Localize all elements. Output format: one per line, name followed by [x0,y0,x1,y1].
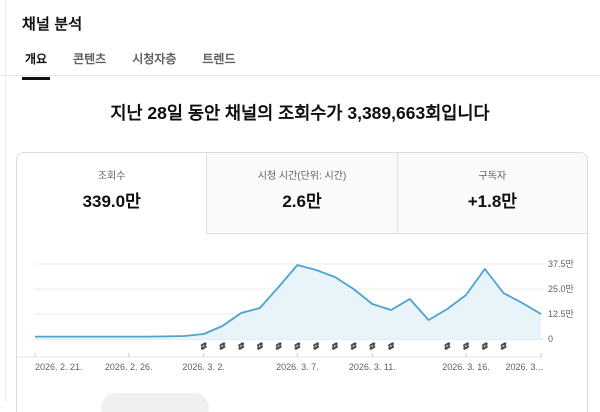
content-left-divider [5,0,6,402]
shorts-upload-marker-icon[interactable] [388,342,395,350]
summary-headline: 지난 28일 동안 채널의 조회수가 3,389,663회입니다 [110,103,490,123]
upload-markers [200,342,507,350]
x-axis-label: 2026. 3. 2. [182,362,225,372]
analytics-tabbar: 개요 콘텐츠 시청자층 트렌드 [0,44,600,80]
chart-line [35,264,542,338]
shorts-upload-marker-icon[interactable] [350,342,357,350]
metric-card-subscribers[interactable]: 구독자 +1.8만 [396,153,587,234]
shorts-play-triangle [315,345,318,347]
shorts-play-triangle [259,345,262,347]
chart-area [35,265,541,339]
shorts-play-triangle [202,345,205,347]
y-axis-label: 12.5만 [548,309,574,319]
y-axis-label: 37.5만 [548,259,574,269]
shorts-upload-marker-icon[interactable] [294,342,301,350]
x-axis-label: 2026. 2. 21. [35,362,83,372]
shorts-upload-marker-icon[interactable] [331,342,338,350]
shorts-upload-marker-icon[interactable] [481,342,488,350]
shorts-play-triangle [465,345,468,347]
shorts-play-triangle [371,345,374,347]
views-trend-chart[interactable]: 37.5만 25.0만 12.5만 0 2026. 2. 21. 2026. 2. 26.… [17,234,588,394]
shorts-upload-marker-icon[interactable] [275,342,282,350]
shorts-upload-marker-icon[interactable] [200,342,207,350]
metric-value: 2.6만 [282,192,322,211]
shorts-play-triangle [240,345,243,347]
shorts-play-triangle [502,345,505,347]
shorts-play-triangle [352,345,355,347]
shorts-upload-marker-icon[interactable] [444,342,451,350]
shorts-upload-marker-icon[interactable] [313,342,320,350]
shorts-upload-marker-icon[interactable] [219,342,226,350]
tab-audience[interactable]: 시청자층 [132,52,177,66]
shorts-upload-marker-icon[interactable] [256,342,263,350]
tab-overview[interactable]: 개요 [22,44,51,80]
metric-card-views[interactable]: 조회수 339.0만 [17,153,207,234]
shorts-upload-marker-icon[interactable] [500,342,507,350]
shorts-play-triangle [446,345,449,347]
x-axis-label: 2026. 2. 26. [105,362,153,372]
x-axis-label: 2026. 3. 16. [442,362,490,372]
shorts-upload-marker-icon[interactable] [238,342,245,350]
tab-trends[interactable]: 트렌드 [202,52,236,66]
shorts-upload-marker-icon[interactable] [463,342,470,350]
x-axis-label: 2026. 3. 11. [349,362,396,372]
views-trend-chart-wrap: 37.5만 25.0만 12.5만 0 2026. 2. 21. 2026. 2. 26.… [17,234,588,394]
metric-card-watch-time[interactable]: 시청 시간(단위: 시간) 2.6만 [206,153,397,234]
page-title: 채널 분석 [22,16,83,33]
y-axis-label: 25.0만 [548,284,574,294]
metric-label: 조회수 [97,171,126,182]
y-axis-label: 0 [548,334,553,344]
metric-value: +1.8만 [467,192,517,211]
shorts-upload-marker-icon[interactable] [369,342,376,350]
shorts-play-triangle [221,345,224,347]
metric-label: 구독자 [478,171,507,182]
x-axis-label: 2026. 3. 7. [276,362,319,372]
tab-content[interactable]: 콘텐츠 [73,52,107,66]
shorts-play-triangle [296,345,299,347]
metric-label: 시청 시간(단위: 시간) [257,171,347,182]
analytics-card: 조회수 339.0만 시청 시간(단위: 시간) 2.6만 구독자 +1.8만 37.5만… [16,152,588,412]
shorts-play-triangle [334,345,336,347]
x-axis-label: 2026. 3... [505,362,543,372]
shorts-play-triangle [390,345,393,347]
metric-value: 339.0만 [82,192,141,211]
partial-bottom-button[interactable] [101,393,209,412]
shorts-play-triangle [484,345,486,347]
shorts-play-triangle [277,345,280,347]
metric-tabs: 조회수 339.0만 시청 시간(단위: 시간) 2.6만 구독자 +1.8만 [17,153,587,234]
